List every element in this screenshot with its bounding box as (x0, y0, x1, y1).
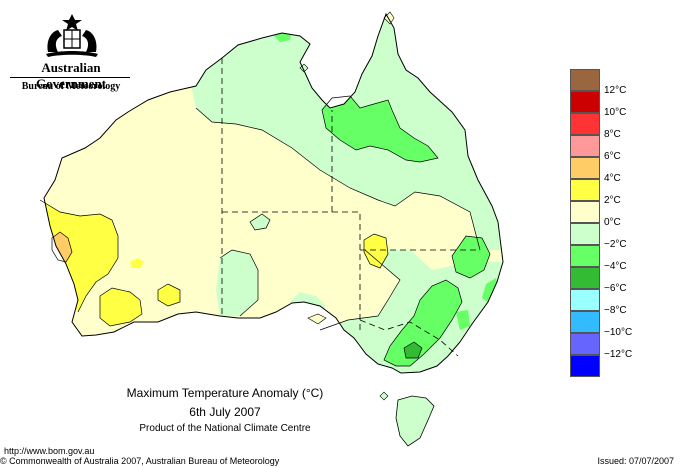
product-credit: Product of the National Climate Centre (139, 423, 311, 434)
legend-swatch (570, 179, 600, 201)
legend-label: 12°C (604, 85, 627, 96)
map-date: 6th July 2007 (189, 405, 261, 419)
legend-label: 4°C (604, 173, 621, 184)
legend-swatch (570, 135, 600, 157)
legend-swatch (570, 333, 600, 355)
legend-swatch (570, 91, 600, 113)
legend-swatch (570, 267, 600, 289)
legend-label: −12°C (604, 349, 633, 360)
legend-label: 8°C (604, 129, 621, 140)
coat-of-arms-icon (46, 14, 98, 57)
legend-label: 0°C (604, 217, 621, 228)
legend-label: −6°C (604, 283, 627, 294)
legend-swatch (570, 355, 600, 377)
legend-label: 10°C (604, 107, 627, 118)
legend-swatch (570, 157, 600, 179)
legend-label: 2°C (604, 195, 621, 206)
legend-label: −4°C (604, 261, 627, 272)
legend-label: 6°C (604, 151, 621, 162)
legend-swatch (570, 289, 600, 311)
legend-swatch (570, 113, 600, 135)
logo-divider (10, 77, 130, 78)
legend-swatch (570, 223, 600, 245)
legend-label: −10°C (604, 327, 633, 338)
map-title: Maximum Temperature Anomaly (°C) (126, 386, 324, 400)
legend-swatch (570, 201, 600, 223)
org-name: Australian Government (35, 60, 107, 91)
legend-label: −2°C (604, 239, 627, 250)
copyright-text: © Commonwealth of Australia 2007, Austra… (0, 456, 280, 466)
legend-swatch (570, 69, 600, 91)
bureau-name: Bureau of Meteorology (21, 81, 121, 92)
legend-swatch (570, 311, 600, 333)
legend-label: −8°C (604, 305, 627, 316)
legend-swatch (570, 245, 600, 267)
issued-date: Issued: 07/07/2007 (597, 456, 674, 466)
bom-url-link[interactable]: http://www.bom.gov.au (4, 446, 95, 456)
